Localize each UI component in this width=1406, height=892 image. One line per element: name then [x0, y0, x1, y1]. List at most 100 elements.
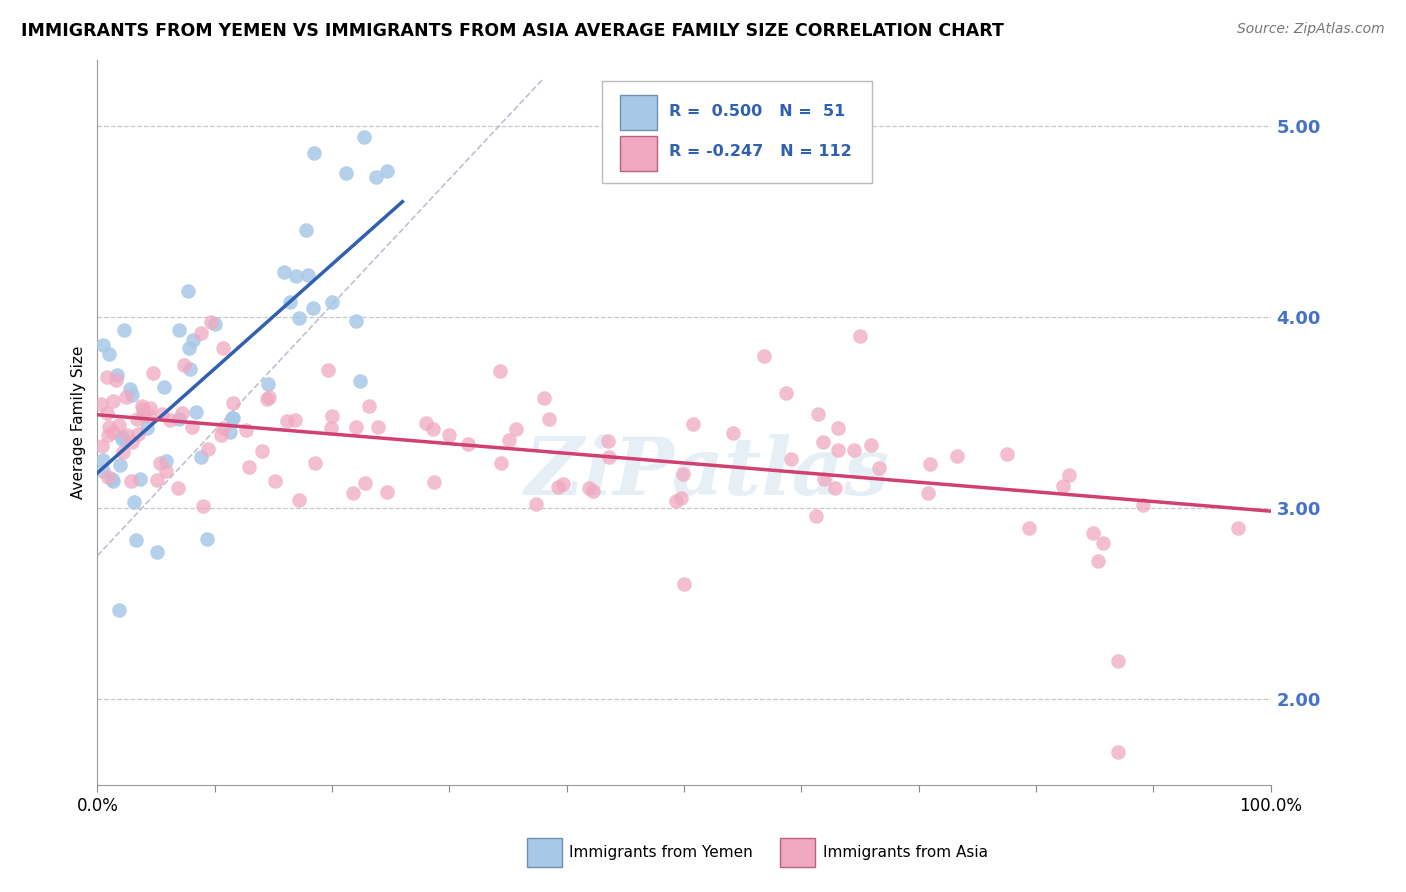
Point [221, 396, 243, 410]
Point [97, 469, 120, 483]
Point [191, 499, 214, 513]
Point [238, 459, 260, 474]
Point [669, 491, 692, 505]
Point [842, 443, 865, 458]
Point [204, 317, 226, 331]
Point [139, 401, 162, 416]
Point [824, 481, 846, 495]
Point [804, 508, 827, 523]
Point [200, 315, 222, 329]
Point [127, 426, 149, 441]
Point [264, 474, 287, 488]
Point [108, 417, 131, 432]
Point [551, 477, 574, 491]
Point [1107, 654, 1129, 668]
Point [167, 323, 190, 337]
Point [917, 486, 939, 500]
Point [103, 425, 125, 439]
Point [197, 442, 219, 457]
Point [124, 533, 146, 547]
Point [598, 450, 620, 465]
Text: R =  0.500   N =  51: R = 0.500 N = 51 [669, 103, 845, 119]
Point [302, 145, 325, 160]
Point [273, 265, 295, 279]
Point [118, 383, 141, 397]
Point [190, 326, 212, 340]
Text: Immigrants from Asia: Immigrants from Asia [823, 846, 987, 860]
Point [827, 443, 849, 458]
Point [98, 347, 121, 361]
Point [357, 399, 380, 413]
Text: Source: ZipAtlas.com: Source: ZipAtlas.com [1237, 22, 1385, 37]
Point [353, 129, 375, 144]
Text: Immigrants from Yemen: Immigrants from Yemen [569, 846, 754, 860]
Point [222, 411, 245, 425]
Point [90, 397, 112, 411]
Point [754, 350, 776, 364]
Point [1052, 479, 1074, 493]
Point [578, 481, 600, 495]
Point [132, 402, 155, 417]
Point [1018, 521, 1040, 535]
Point [155, 454, 177, 468]
Point [316, 363, 339, 377]
Text: IMMIGRANTS FROM YEMEN VS IMMIGRANTS FROM ASIA AVERAGE FAMILY SIZE CORRELATION CH: IMMIGRANTS FROM YEMEN VS IMMIGRANTS FROM… [21, 22, 1004, 40]
Point [995, 447, 1018, 461]
Point [849, 329, 872, 343]
Point [827, 421, 849, 435]
Point [146, 473, 169, 487]
Point [1057, 468, 1080, 483]
Point [868, 461, 890, 475]
Point [97, 428, 120, 442]
Point [489, 456, 512, 470]
Point [166, 481, 188, 495]
FancyBboxPatch shape [602, 81, 872, 183]
Point [437, 428, 460, 442]
Point [1227, 521, 1250, 535]
Point [125, 412, 148, 426]
Point [155, 464, 177, 478]
Point [152, 380, 174, 394]
Point [319, 420, 342, 434]
Point [96, 369, 118, 384]
Point [673, 577, 696, 591]
Point [96, 406, 118, 420]
Point [98, 420, 121, 434]
Point [120, 474, 142, 488]
Point [112, 323, 135, 337]
Text: ZiPatlas: ZiPatlas [524, 434, 890, 512]
Point [250, 444, 273, 458]
Point [173, 358, 195, 372]
Point [295, 223, 318, 237]
Point [115, 428, 138, 442]
Y-axis label: Average Family Size: Average Family Size [72, 345, 86, 499]
Point [108, 458, 131, 473]
Text: R = -0.247   N = 112: R = -0.247 N = 112 [669, 145, 852, 159]
Point [1132, 498, 1154, 512]
Point [184, 405, 207, 419]
Point [547, 480, 569, 494]
Point [111, 430, 134, 444]
Point [177, 341, 200, 355]
Point [321, 409, 343, 423]
Point [457, 436, 479, 450]
Point [146, 545, 169, 559]
Point [180, 420, 202, 434]
Point [91, 453, 114, 467]
Point [1091, 536, 1114, 550]
Point [115, 390, 138, 404]
Point [342, 485, 364, 500]
Point [211, 421, 233, 435]
Point [288, 311, 311, 326]
Point [665, 494, 688, 508]
Point [135, 421, 157, 435]
Point [780, 451, 803, 466]
Point [344, 420, 367, 434]
Point [945, 450, 967, 464]
Point [1087, 554, 1109, 568]
Point [159, 413, 181, 427]
Point [131, 399, 153, 413]
Point [150, 408, 173, 422]
Point [285, 269, 308, 284]
Point [112, 445, 135, 459]
